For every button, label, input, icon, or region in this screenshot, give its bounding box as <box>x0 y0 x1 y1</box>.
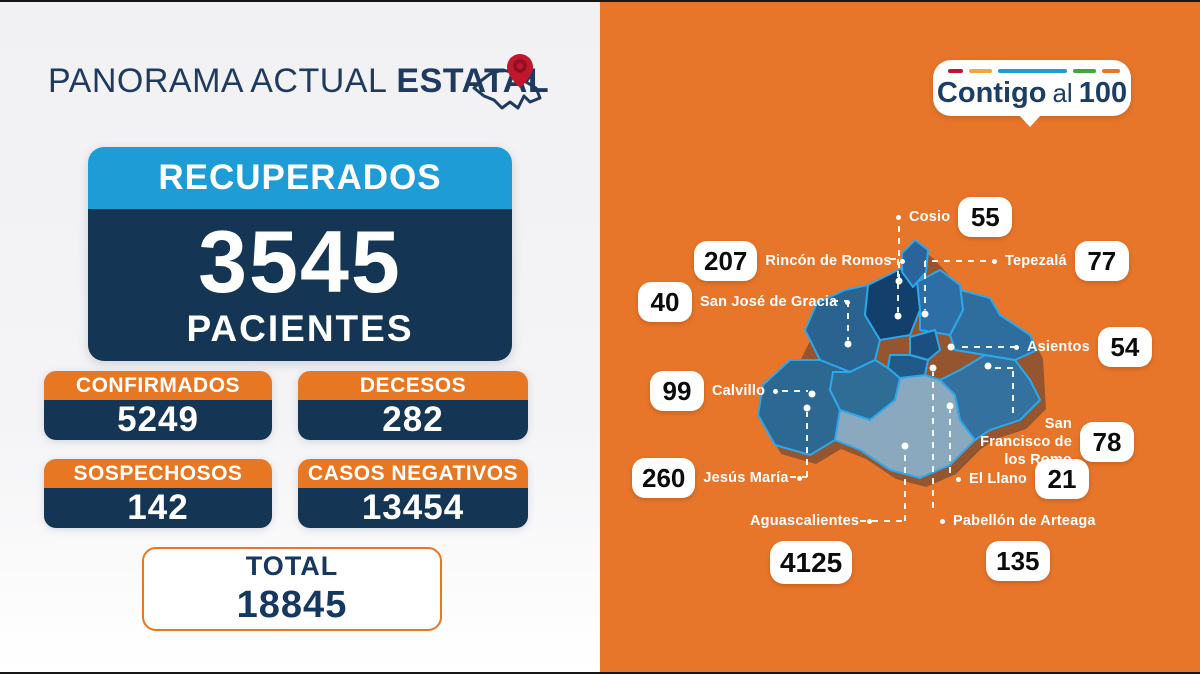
label-row: Aguascalientes <box>750 512 873 530</box>
stat-value: 142 <box>44 488 272 528</box>
stat-label: CASOS NEGATIVOS <box>298 459 528 488</box>
shape-cosio <box>901 239 929 288</box>
bottom-border <box>0 672 1200 674</box>
recovered-card-body: 3545 PACIENTES <box>88 209 512 361</box>
stat-card-confirmados: CONFIRMADOS 5249 <box>44 371 272 440</box>
stat-card-decesos: DECESOS 282 <box>298 371 528 440</box>
recovered-value: 3545 <box>198 212 402 312</box>
label-dot <box>796 475 802 481</box>
municipality-name: El Llano <box>969 470 1027 487</box>
logo-speech-tail <box>1019 115 1041 127</box>
logo-text: Contigo al 100 <box>933 77 1131 110</box>
stat-label: DECESOS <box>298 371 528 400</box>
leader-lines <box>782 226 1016 522</box>
stat-value: 5249 <box>44 400 272 440</box>
municipality-count-badge: 78 <box>1080 422 1134 463</box>
municipality-name: Aguascalientes <box>750 513 860 529</box>
total-label: TOTAL <box>245 551 339 581</box>
label-dot <box>896 214 901 220</box>
shape-san-jose-de-gracia <box>804 284 881 373</box>
label-dot <box>940 518 945 524</box>
logo-text-bold2: 100 <box>1078 77 1128 109</box>
logo-text-bold1: Contigo <box>936 77 1047 109</box>
municipality-count-badge: 207 <box>694 241 758 281</box>
shape-el-llano <box>939 354 1041 441</box>
stat-value: 282 <box>298 400 528 440</box>
map-item-rincon-de-romos: 207 Rincón de Romos <box>694 241 905 281</box>
municipality-shapes <box>757 239 1041 479</box>
municipality-count-badge: 4125 <box>769 541 853 585</box>
municipality-count-badge: 21 <box>1035 459 1089 499</box>
stat-card-casos-negativos: CASOS NEGATIVOS 13454 <box>298 459 528 528</box>
map-item-el-llano: El Llano 21 <box>956 459 1089 499</box>
municipality-count-badge: 135 <box>986 541 1050 582</box>
leader-dots <box>803 277 992 450</box>
municipality-name: Calvillo <box>712 382 766 399</box>
stat-label: SOSPECHOSOS <box>44 459 272 488</box>
municipality-name: Asientos <box>1027 338 1090 355</box>
map-item-tepezala: Tepezalá 77 <box>992 241 1129 281</box>
map-item-pabellon-de-arteaga: Pabellón de Arteaga 135 <box>940 512 1096 582</box>
label-row: Pabellón de Arteaga <box>940 512 1096 530</box>
stat-label: CONFIRMADOS <box>44 371 272 400</box>
map-item-asientos: Asientos 54 <box>1014 327 1152 367</box>
municipality-name: San José de Gracia <box>700 293 838 310</box>
total-card: TOTAL 18845 <box>142 547 442 631</box>
contigo-al-100-logo: Contigo al 100 <box>933 60 1131 127</box>
municipality-name: Pabellón de Arteaga <box>953 513 1096 529</box>
municipality-count-badge: 40 <box>638 282 692 322</box>
map-item-cosio: Cosio 55 <box>896 197 1013 237</box>
map-item-aguascalientes: Aguascalientes 4125 <box>750 512 873 585</box>
municipality-name: Tepezalá <box>1005 252 1067 269</box>
label-dot <box>956 476 961 482</box>
stat-card-sospechosos: SOSPECHOSOS 142 <box>44 459 272 528</box>
logo-text-regular: al <box>1052 78 1073 108</box>
label-dot <box>867 518 873 524</box>
shape-pabellon-de-arteaga <box>909 329 941 361</box>
municipality-name: Cosio <box>909 208 951 225</box>
stats-grid: CONFIRMADOS 5249 DECESOS 282 SOSPECHOSOS… <box>44 371 528 528</box>
shape-tepezala <box>916 269 964 336</box>
municipality-count-badge: 54 <box>1097 327 1152 367</box>
map-item-san-jose-de-gracia: 40 San José de Gracia <box>638 282 851 322</box>
label-dot <box>845 299 851 305</box>
label-dot <box>992 258 997 264</box>
municipality-count-badge: 77 <box>1074 241 1129 281</box>
map-item-jesus-maria: 260 Jesús María <box>632 458 802 498</box>
municipality-name: Rincón de Romos <box>765 252 892 269</box>
total-value: 18845 <box>236 584 348 626</box>
recovered-unit: PACIENTES <box>186 307 414 349</box>
municipal-map-panel: Contigo al 100 <box>600 0 1200 674</box>
map-item-calvillo: 99 Calvillo <box>650 371 779 411</box>
label-dot <box>773 388 779 394</box>
aguascalientes-map <box>757 226 1046 522</box>
municipality-name: Jesús María <box>703 469 789 486</box>
logo-color-dashes <box>948 69 1131 73</box>
top-border <box>0 0 1200 2</box>
municipality-count-badge: 99 <box>650 371 704 411</box>
stat-value: 13454 <box>298 488 528 528</box>
shape-san-francisco-de-los-romo <box>887 354 929 379</box>
state-stats-panel: PANORAMA ACTUAL ESTATAL RECUPERADOS 3545 … <box>0 0 600 674</box>
recovered-card: RECUPERADOS 3545 PACIENTES <box>88 147 512 361</box>
municipality-count-badge: 55 <box>958 197 1013 237</box>
label-dot <box>1014 344 1019 350</box>
recovered-card-header: RECUPERADOS <box>88 147 512 209</box>
mexico-pin-icon <box>472 54 542 110</box>
label-dot <box>899 258 905 264</box>
page-title-light: PANORAMA ACTUAL <box>48 62 388 100</box>
municipality-count-badge: 260 <box>632 458 696 498</box>
